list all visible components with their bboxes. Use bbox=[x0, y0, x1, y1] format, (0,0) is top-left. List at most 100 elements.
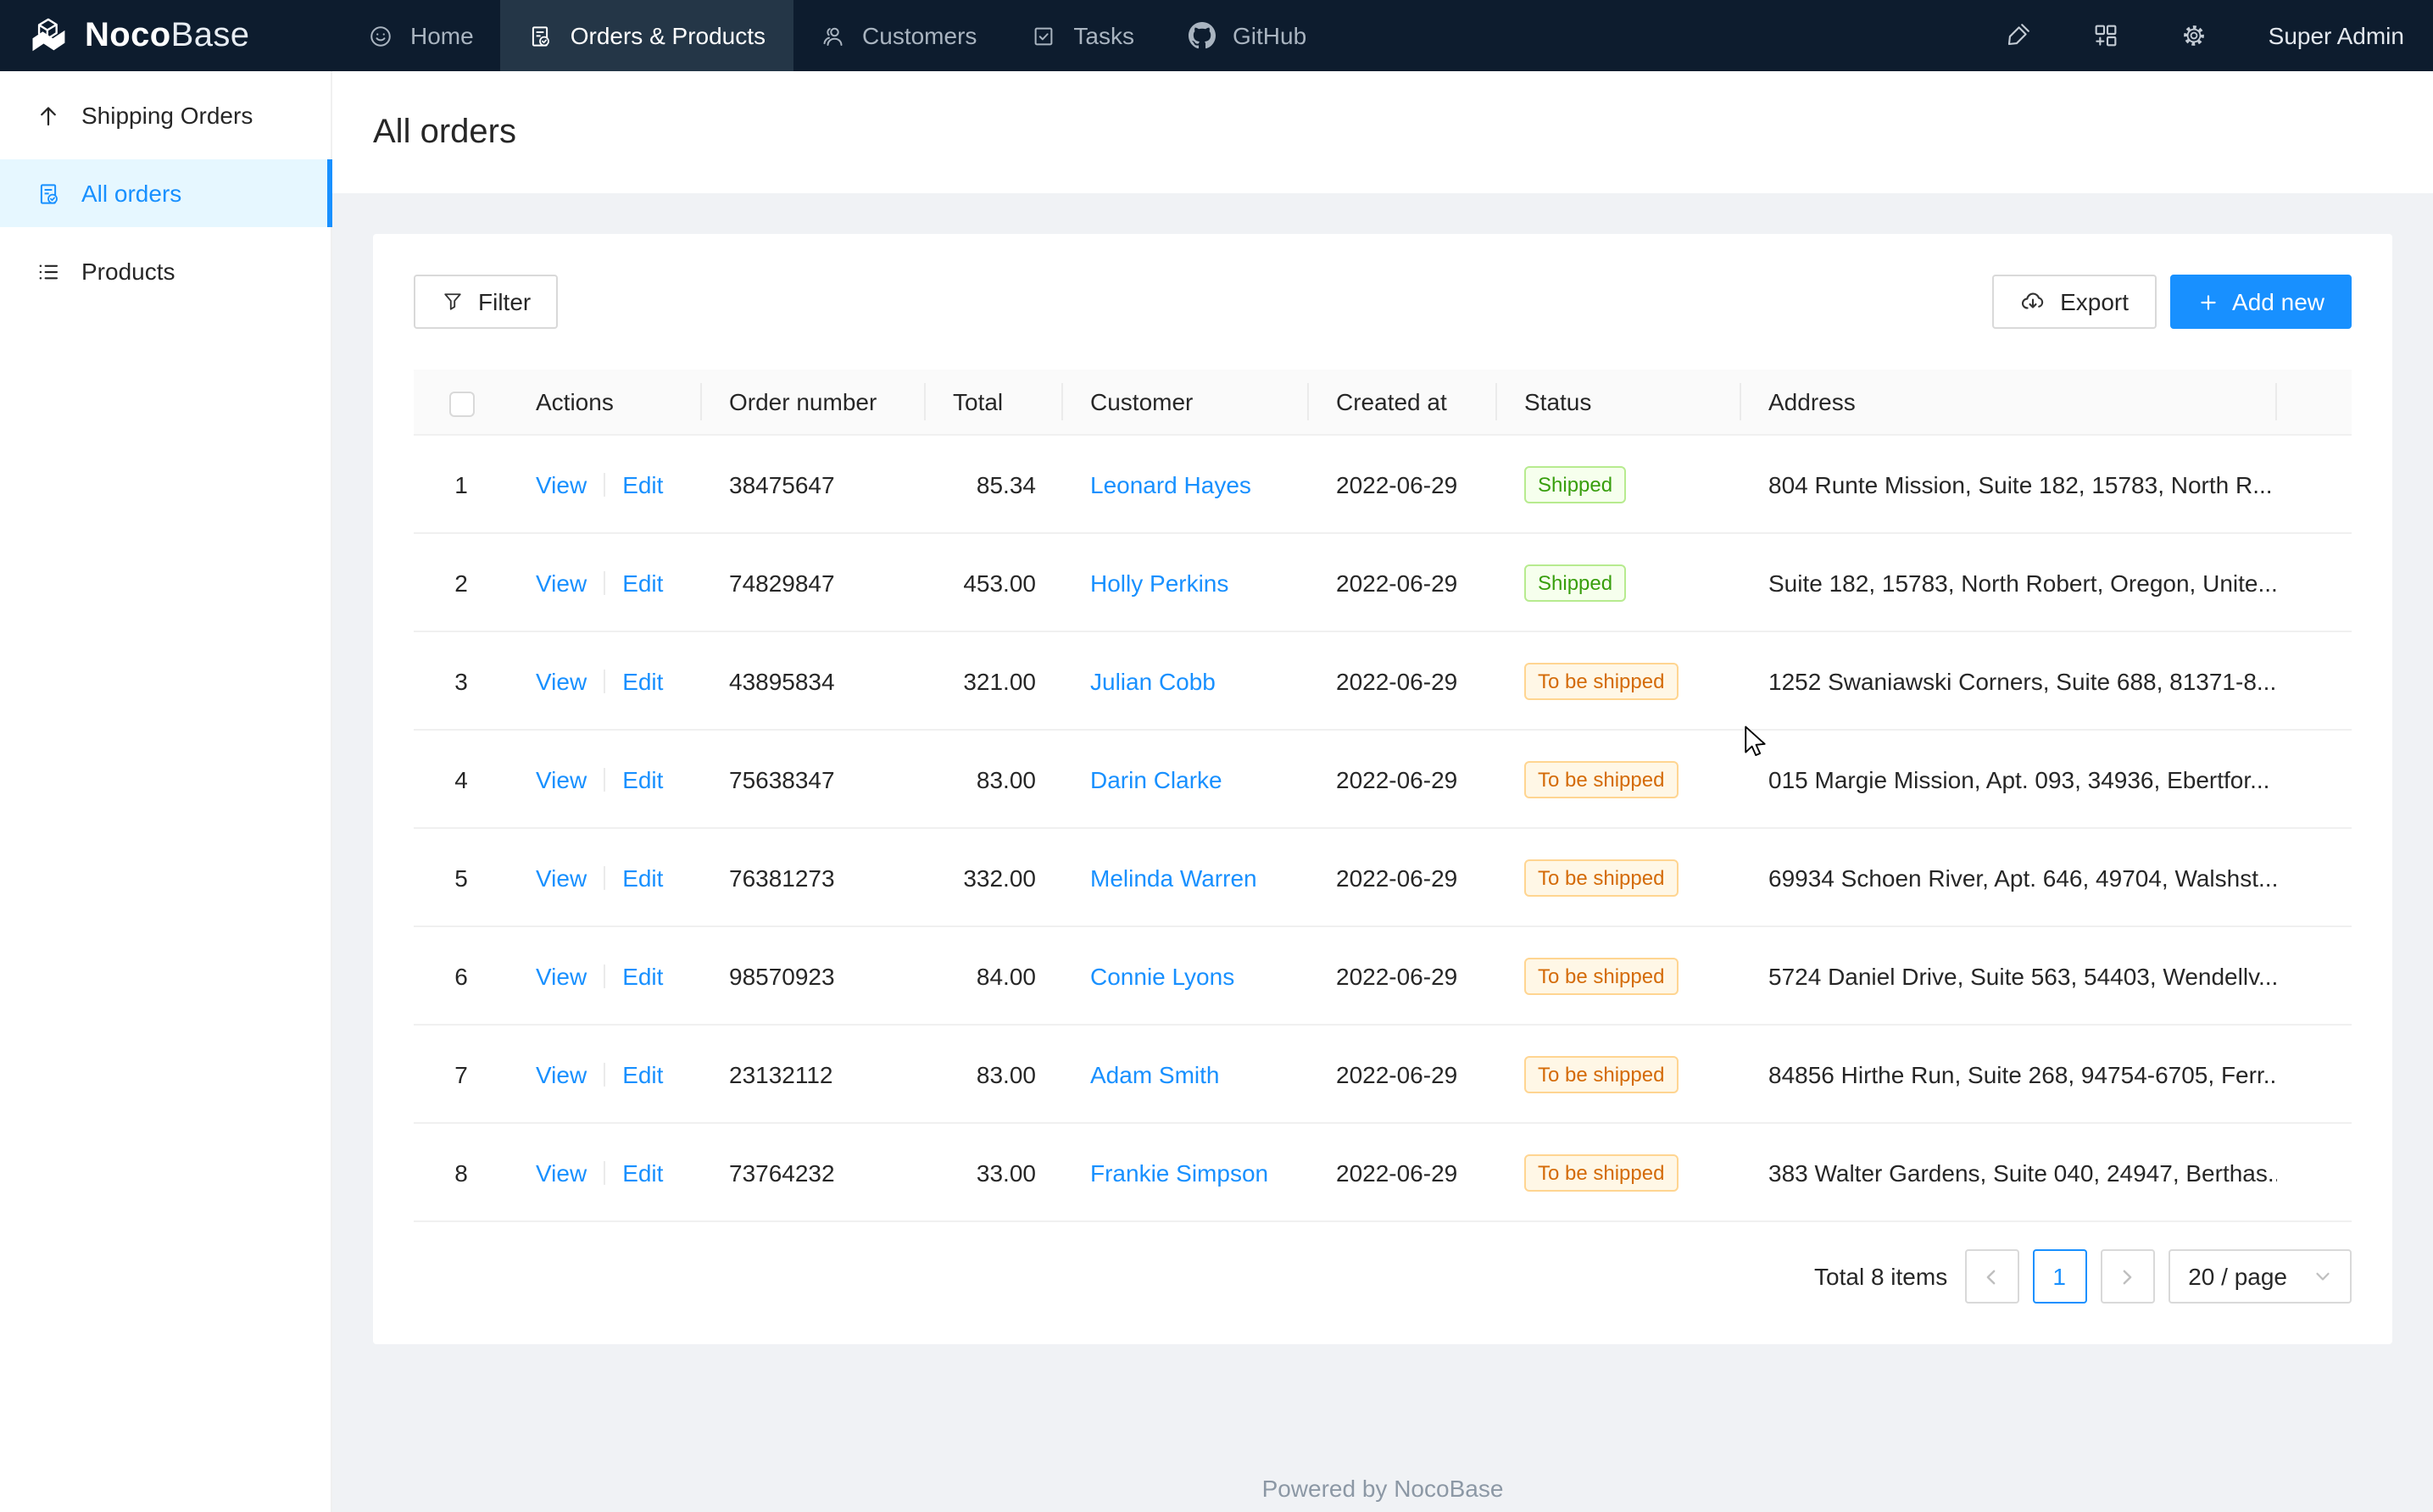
highlighter-icon[interactable] bbox=[2004, 22, 2031, 49]
spacer-cell bbox=[2277, 632, 2352, 731]
row-index: 3 bbox=[454, 667, 468, 694]
sidebar-item-shipping-orders[interactable]: Shipping Orders bbox=[0, 81, 331, 149]
status-cell: To be shipped bbox=[1497, 731, 1741, 829]
chevron-right-icon bbox=[2123, 1269, 2132, 1284]
total-cell: 84.00 bbox=[926, 927, 1063, 1026]
customer-link[interactable]: Adam Smith bbox=[1090, 1060, 1220, 1087]
filter-button[interactable]: Filter bbox=[414, 275, 559, 329]
add-new-button-label: Add new bbox=[2232, 288, 2324, 315]
cloud-download-icon bbox=[2019, 288, 2046, 315]
table-header-row: Actions Order number Total Customer Crea… bbox=[414, 370, 2352, 436]
nav-item-customers[interactable]: Customers bbox=[793, 0, 1004, 71]
nocobase-logo-icon bbox=[27, 14, 71, 58]
action-divider bbox=[604, 669, 606, 692]
actions-cell: View Edit bbox=[509, 1026, 702, 1124]
page-size-value: 20 / page bbox=[2188, 1263, 2287, 1290]
select-all-checkbox[interactable] bbox=[448, 391, 474, 417]
edit-link[interactable]: Edit bbox=[622, 569, 664, 596]
page-title: All orders bbox=[373, 113, 516, 150]
nav-item-orders-products[interactable]: Orders & Products bbox=[500, 0, 793, 71]
sidebar-item-label: All orders bbox=[81, 180, 182, 207]
created-at-cell: 2022-06-29 bbox=[1309, 632, 1497, 731]
action-divider bbox=[604, 570, 606, 594]
spacer-cell bbox=[2277, 534, 2352, 632]
status-badge: To be shipped bbox=[1524, 859, 1679, 897]
edit-link[interactable]: Edit bbox=[622, 470, 664, 498]
nav-item-home[interactable]: Home bbox=[341, 0, 501, 71]
view-link[interactable]: View bbox=[536, 962, 587, 989]
table-row: 3 View Edit 43895834 321.00 Julian Cobb 2… bbox=[414, 632, 2352, 731]
edit-link[interactable]: Edit bbox=[622, 765, 664, 792]
nav-item-github[interactable]: GitHub bbox=[1161, 0, 1333, 71]
table-row: 4 View Edit 75638347 83.00 Darin Clarke 2… bbox=[414, 731, 2352, 829]
row-index: 1 bbox=[454, 470, 468, 498]
row-index: 2 bbox=[454, 569, 468, 596]
customer-link[interactable]: Connie Lyons bbox=[1090, 962, 1235, 989]
spacer-cell bbox=[2277, 1026, 2352, 1124]
customer-cell: Julian Cobb bbox=[1063, 632, 1309, 731]
status-cell: Shipped bbox=[1497, 436, 1741, 534]
export-button[interactable]: Export bbox=[1992, 275, 2157, 329]
pagination: Total 8 items 1 20 / page bbox=[414, 1249, 2352, 1304]
customer-link[interactable]: Leonard Hayes bbox=[1090, 470, 1251, 498]
plugin-manager-icon[interactable] bbox=[2092, 22, 2119, 49]
customer-link[interactable]: Holly Perkins bbox=[1090, 569, 1229, 596]
status-badge: To be shipped bbox=[1524, 663, 1679, 700]
order-check-icon bbox=[36, 181, 61, 206]
site-footer: Powered by NocoBase bbox=[332, 1475, 2433, 1502]
view-link[interactable]: View bbox=[536, 765, 587, 792]
customer-link[interactable]: Melinda Warren bbox=[1090, 864, 1257, 891]
table-row: 8 View Edit 73764232 33.00 Frankie Simpso… bbox=[414, 1124, 2352, 1222]
customer-link[interactable]: Frankie Simpson bbox=[1090, 1159, 1269, 1186]
tasks-icon bbox=[1031, 23, 1056, 48]
sidebar-item-all-orders[interactable]: All orders bbox=[0, 159, 332, 227]
total-cell: 83.00 bbox=[926, 731, 1063, 829]
list-icon bbox=[36, 258, 61, 284]
view-link[interactable]: View bbox=[536, 470, 587, 498]
order-number-cell: 76381273 bbox=[702, 829, 926, 927]
edit-link[interactable]: Edit bbox=[622, 667, 664, 694]
order-number-cell: 75638347 bbox=[702, 731, 926, 829]
view-link[interactable]: View bbox=[536, 569, 587, 596]
edit-link[interactable]: Edit bbox=[622, 864, 664, 891]
toolbar-right: Export Add new bbox=[1992, 275, 2352, 329]
edit-link[interactable]: Edit bbox=[622, 962, 664, 989]
sidebar: Shipping Orders All orders bbox=[0, 71, 332, 1512]
customers-icon bbox=[820, 23, 845, 48]
actions-cell: View Edit bbox=[509, 534, 702, 632]
header-spacer bbox=[2277, 370, 2352, 436]
customer-cell: Connie Lyons bbox=[1063, 927, 1309, 1026]
add-new-button[interactable]: Add new bbox=[2169, 275, 2352, 329]
view-link[interactable]: View bbox=[536, 1060, 587, 1087]
address-cell: 5724 Daniel Drive, Suite 563, 54403, Wen… bbox=[1741, 927, 2277, 1026]
pagination-page-1[interactable]: 1 bbox=[2032, 1249, 2087, 1304]
view-link[interactable]: View bbox=[536, 667, 587, 694]
customer-link[interactable]: Julian Cobb bbox=[1090, 667, 1216, 694]
table-toolbar: Filter Export bbox=[414, 275, 2352, 329]
customer-link[interactable]: Darin Clarke bbox=[1090, 765, 1222, 792]
action-divider bbox=[604, 964, 606, 987]
view-link[interactable]: View bbox=[536, 1159, 587, 1186]
created-at-cell: 2022-06-29 bbox=[1309, 1026, 1497, 1124]
total-cell: 33.00 bbox=[926, 1124, 1063, 1222]
edit-link[interactable]: Edit bbox=[622, 1060, 664, 1087]
pagination-next-button[interactable] bbox=[2100, 1249, 2155, 1304]
actions-cell: View Edit bbox=[509, 1124, 702, 1222]
pagination-prev-button[interactable] bbox=[1964, 1249, 2019, 1304]
main-menu: Home Orders & Products bbox=[341, 0, 1333, 71]
nocobase-logo[interactable]: NocoBase bbox=[0, 0, 341, 71]
nav-item-tasks[interactable]: Tasks bbox=[1004, 0, 1161, 71]
status-cell: To be shipped bbox=[1497, 632, 1741, 731]
header-order-number: Order number bbox=[702, 370, 926, 436]
page-size-select[interactable]: 20 / page bbox=[2168, 1249, 2352, 1304]
settings-icon[interactable] bbox=[2180, 22, 2208, 49]
spacer-cell bbox=[2277, 1124, 2352, 1222]
edit-link[interactable]: Edit bbox=[622, 1159, 664, 1186]
sidebar-item-products[interactable]: Products bbox=[0, 237, 331, 305]
user-menu[interactable]: Super Admin bbox=[2268, 22, 2404, 49]
row-index: 8 bbox=[454, 1159, 468, 1186]
total-cell: 453.00 bbox=[926, 534, 1063, 632]
order-number-cell: 43895834 bbox=[702, 632, 926, 731]
view-link[interactable]: View bbox=[536, 864, 587, 891]
address-cell: 804 Runte Mission, Suite 182, 15783, Nor… bbox=[1741, 436, 2277, 534]
